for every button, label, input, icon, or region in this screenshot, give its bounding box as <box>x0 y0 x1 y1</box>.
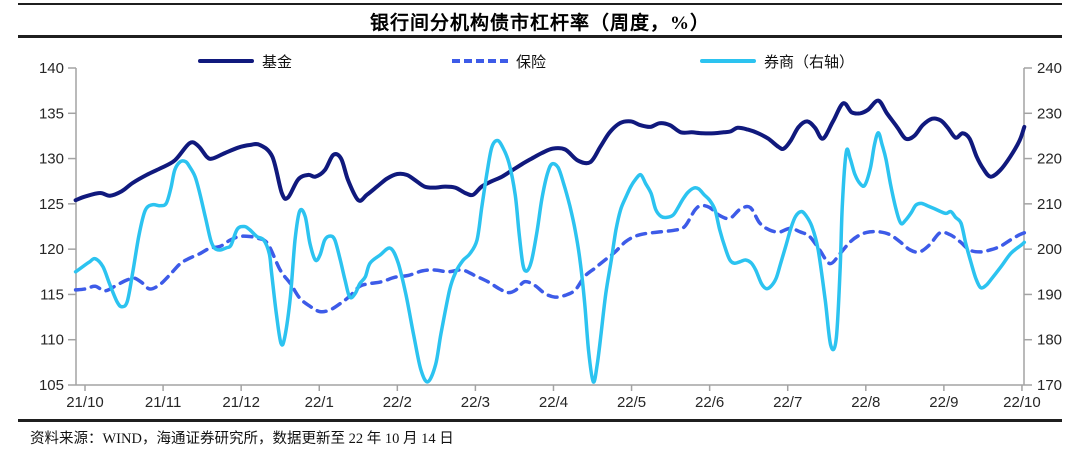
right-axis-tick-label: 230 <box>1037 105 1062 122</box>
bottom-rule <box>18 419 1062 422</box>
right-axis-tick-label: 180 <box>1037 332 1062 349</box>
left-axis-tick-label: 140 <box>39 60 64 77</box>
x-axis-tick-label: 22/3 <box>461 394 490 411</box>
legend-label-insurance: 保险 <box>516 54 547 71</box>
x-axis-tick-label: 22/8 <box>851 394 880 411</box>
legend-label-broker: 券商（右轴） <box>764 54 855 71</box>
x-axis-tick-label: 22/1 <box>305 394 334 411</box>
x-axis-tick-label: 22/4 <box>539 394 568 411</box>
top-rule <box>18 3 1062 5</box>
x-axis-tick-label: 22/5 <box>617 394 646 411</box>
left-axis-tick-label: 130 <box>39 151 64 168</box>
page-title: 银行间分机构债市杠杆率（周度，%） <box>369 13 710 34</box>
title-underline-rule <box>18 35 1062 38</box>
legend-item-insurance: 保险 <box>452 51 546 71</box>
right-axis-tick-label: 220 <box>1037 151 1062 168</box>
left-axis-tick-label: 115 <box>40 286 64 303</box>
x-axis-tick-label: 22/2 <box>383 394 412 411</box>
x-axis-tick-label: 21/12 <box>222 394 260 411</box>
right-axis-tick-label: 200 <box>1037 241 1062 258</box>
legend-item-broker: 券商（右轴） <box>700 51 854 71</box>
left-axis-tick-label: 105 <box>39 377 64 394</box>
right-axis-tick-label: 170 <box>1037 377 1062 394</box>
broker-line-swatch-icon <box>700 58 756 64</box>
x-axis-tick-label: 21/11 <box>145 394 181 411</box>
x-axis-tick-label: 22/10 <box>1003 394 1041 411</box>
left-axis-tick-label: 110 <box>40 332 64 349</box>
fund-line-swatch-icon <box>198 58 254 64</box>
legend-label-fund: 基金 <box>262 54 293 71</box>
legend-item-fund: 基金 <box>198 51 292 71</box>
x-axis-tick-label: 22/7 <box>773 394 802 411</box>
left-axis-tick-label: 125 <box>39 196 64 213</box>
source-footer: 资料来源：WIND，海通证券研究所，数据更新至 22 年 10 月 14 日 <box>30 431 454 447</box>
left-axis-tick-label: 135 <box>39 105 64 122</box>
series-line-1 <box>73 203 1027 314</box>
left-axis-tick-label: 120 <box>39 241 64 258</box>
right-axis-tick-label: 210 <box>1037 196 1062 213</box>
insurance-dashed-swatch-icon <box>452 59 508 63</box>
x-axis-tick-label: 22/6 <box>695 394 724 411</box>
right-axis-tick-label: 190 <box>1037 286 1062 303</box>
right-axis-tick-label: 240 <box>1037 60 1062 77</box>
series-line-0 <box>73 98 1027 203</box>
x-axis-tick-label: 21/10 <box>66 394 104 411</box>
chart-legend: 基金 保险 券商（右轴） <box>0 51 1080 71</box>
series-line-2 <box>73 131 1027 384</box>
x-axis-tick-label: 22/9 <box>929 394 958 411</box>
